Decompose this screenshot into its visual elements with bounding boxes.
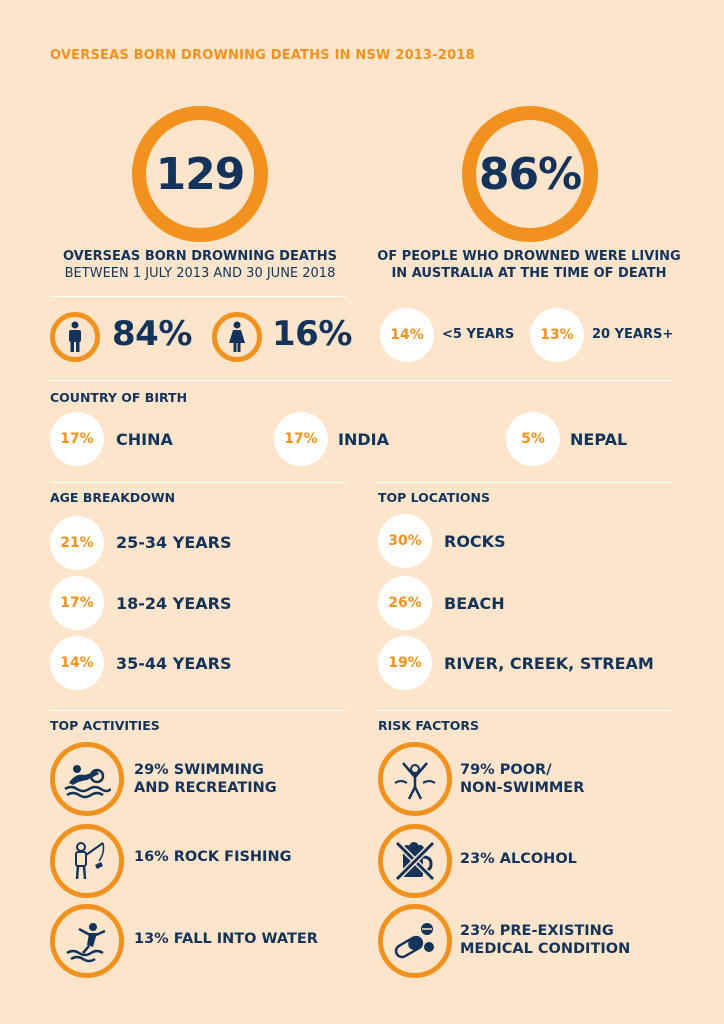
age-badge: 17% xyxy=(50,576,104,630)
country-badge: 5% xyxy=(506,412,560,466)
residency-badge: 14% xyxy=(380,308,434,362)
female-person-icon xyxy=(229,321,245,352)
divider xyxy=(50,296,346,297)
residency-badge: 13% xyxy=(530,308,584,362)
struggling-swimmer-icon xyxy=(394,762,436,800)
risk-icon-ring xyxy=(378,742,452,816)
no-alcohol-icon xyxy=(394,840,436,882)
page-title: OVERSEAS BORN DROWNING DEATHS IN NSW 201… xyxy=(50,48,475,63)
residency-label: <5 YEARS xyxy=(442,327,515,342)
total-deaths-caption: OVERSEAS BORN DROWNING DEATHS BETWEEN 1 … xyxy=(40,248,360,282)
female-percentage: 16% xyxy=(272,314,352,354)
risk-icon-ring xyxy=(378,824,452,898)
location-label: ROCKS xyxy=(444,532,506,551)
age-label: 35-44 YEARS xyxy=(116,654,232,673)
risk-line2: NON-SWIMMER xyxy=(460,780,585,796)
fisherman-icon xyxy=(75,842,105,880)
divider xyxy=(50,710,346,711)
total-deaths-caption-line2: BETWEEN 1 JULY 2013 AND 30 JUNE 2018 xyxy=(64,266,336,281)
activities-heading: TOP ACTIVITIES xyxy=(50,718,160,733)
divider xyxy=(50,380,672,381)
male-percentage: 84% xyxy=(112,314,192,354)
country-label: CHINA xyxy=(116,430,173,449)
risk-text: 23% ALCOHOL xyxy=(460,851,577,867)
risk-line1: 23% PRE-EXISTING xyxy=(460,923,614,939)
risk-text: 79% POOR/ NON-SWIMMER xyxy=(460,761,584,797)
total-deaths-value: 129 xyxy=(155,148,246,200)
falling-person-icon xyxy=(66,923,106,963)
age-badge: 21% xyxy=(50,516,104,570)
activity-line2: AND RECREATING xyxy=(134,780,277,796)
country-label: INDIA xyxy=(338,430,389,449)
activity-icon-ring xyxy=(50,824,124,898)
risk-text: 23% PRE-EXISTING MEDICAL CONDITION xyxy=(460,922,630,958)
living-caption-line2: IN AUSTRALIA AT THE TIME OF DEATH xyxy=(391,266,667,281)
age-label: 18-24 YEARS xyxy=(116,594,232,613)
activity-text: 13% FALL INTO WATER xyxy=(134,931,318,947)
location-badge: 26% xyxy=(378,576,432,630)
activity-text: 16% ROCK FISHING xyxy=(134,849,292,865)
activity-icon-ring xyxy=(50,904,124,978)
pills-icon xyxy=(394,923,434,959)
country-heading: COUNTRY OF BIRTH xyxy=(50,390,188,405)
locations-heading: TOP LOCATIONS xyxy=(378,490,490,505)
total-deaths-caption-line1: OVERSEAS BORN DROWNING DEATHS xyxy=(62,249,338,264)
swimmer-icon xyxy=(64,765,111,799)
location-badge: 19% xyxy=(378,636,432,690)
living-in-australia-caption: OF PEOPLE WHO DROWNED WERE LIVING IN AUS… xyxy=(364,248,694,282)
activity-text: 29% SWIMMING AND RECREATING xyxy=(134,761,277,797)
divider xyxy=(376,482,672,483)
location-badge: 30% xyxy=(378,514,432,568)
location-label: RIVER, CREEK, STREAM xyxy=(444,654,654,673)
living-in-australia-value: 86% xyxy=(478,148,582,200)
divider xyxy=(50,482,346,483)
residency-label: 20 YEARS+ xyxy=(592,327,674,342)
country-badge: 17% xyxy=(274,412,328,466)
activity-icon-ring xyxy=(50,742,124,816)
risk-icon-ring xyxy=(378,904,452,978)
age-badge: 14% xyxy=(50,636,104,690)
male-ring xyxy=(50,312,100,362)
country-badge: 17% xyxy=(50,412,104,466)
female-ring xyxy=(212,312,262,362)
risk-line1: 79% POOR/ xyxy=(460,762,552,778)
location-label: BEACH xyxy=(444,594,505,613)
country-label: NEPAL xyxy=(570,430,628,449)
living-in-australia-ring: 86% xyxy=(462,106,598,242)
male-person-icon xyxy=(69,321,81,352)
age-label: 25-34 YEARS xyxy=(116,533,232,552)
risks-heading: RISK FACTORS xyxy=(378,718,480,733)
risk-line2: MEDICAL CONDITION xyxy=(460,941,631,957)
total-deaths-ring: 129 xyxy=(132,106,268,242)
age-heading: AGE BREAKDOWN xyxy=(50,490,176,505)
divider xyxy=(376,710,672,711)
activity-line1: 29% SWIMMING xyxy=(134,762,264,778)
living-caption-line1: OF PEOPLE WHO DROWNED WERE LIVING xyxy=(377,249,681,264)
